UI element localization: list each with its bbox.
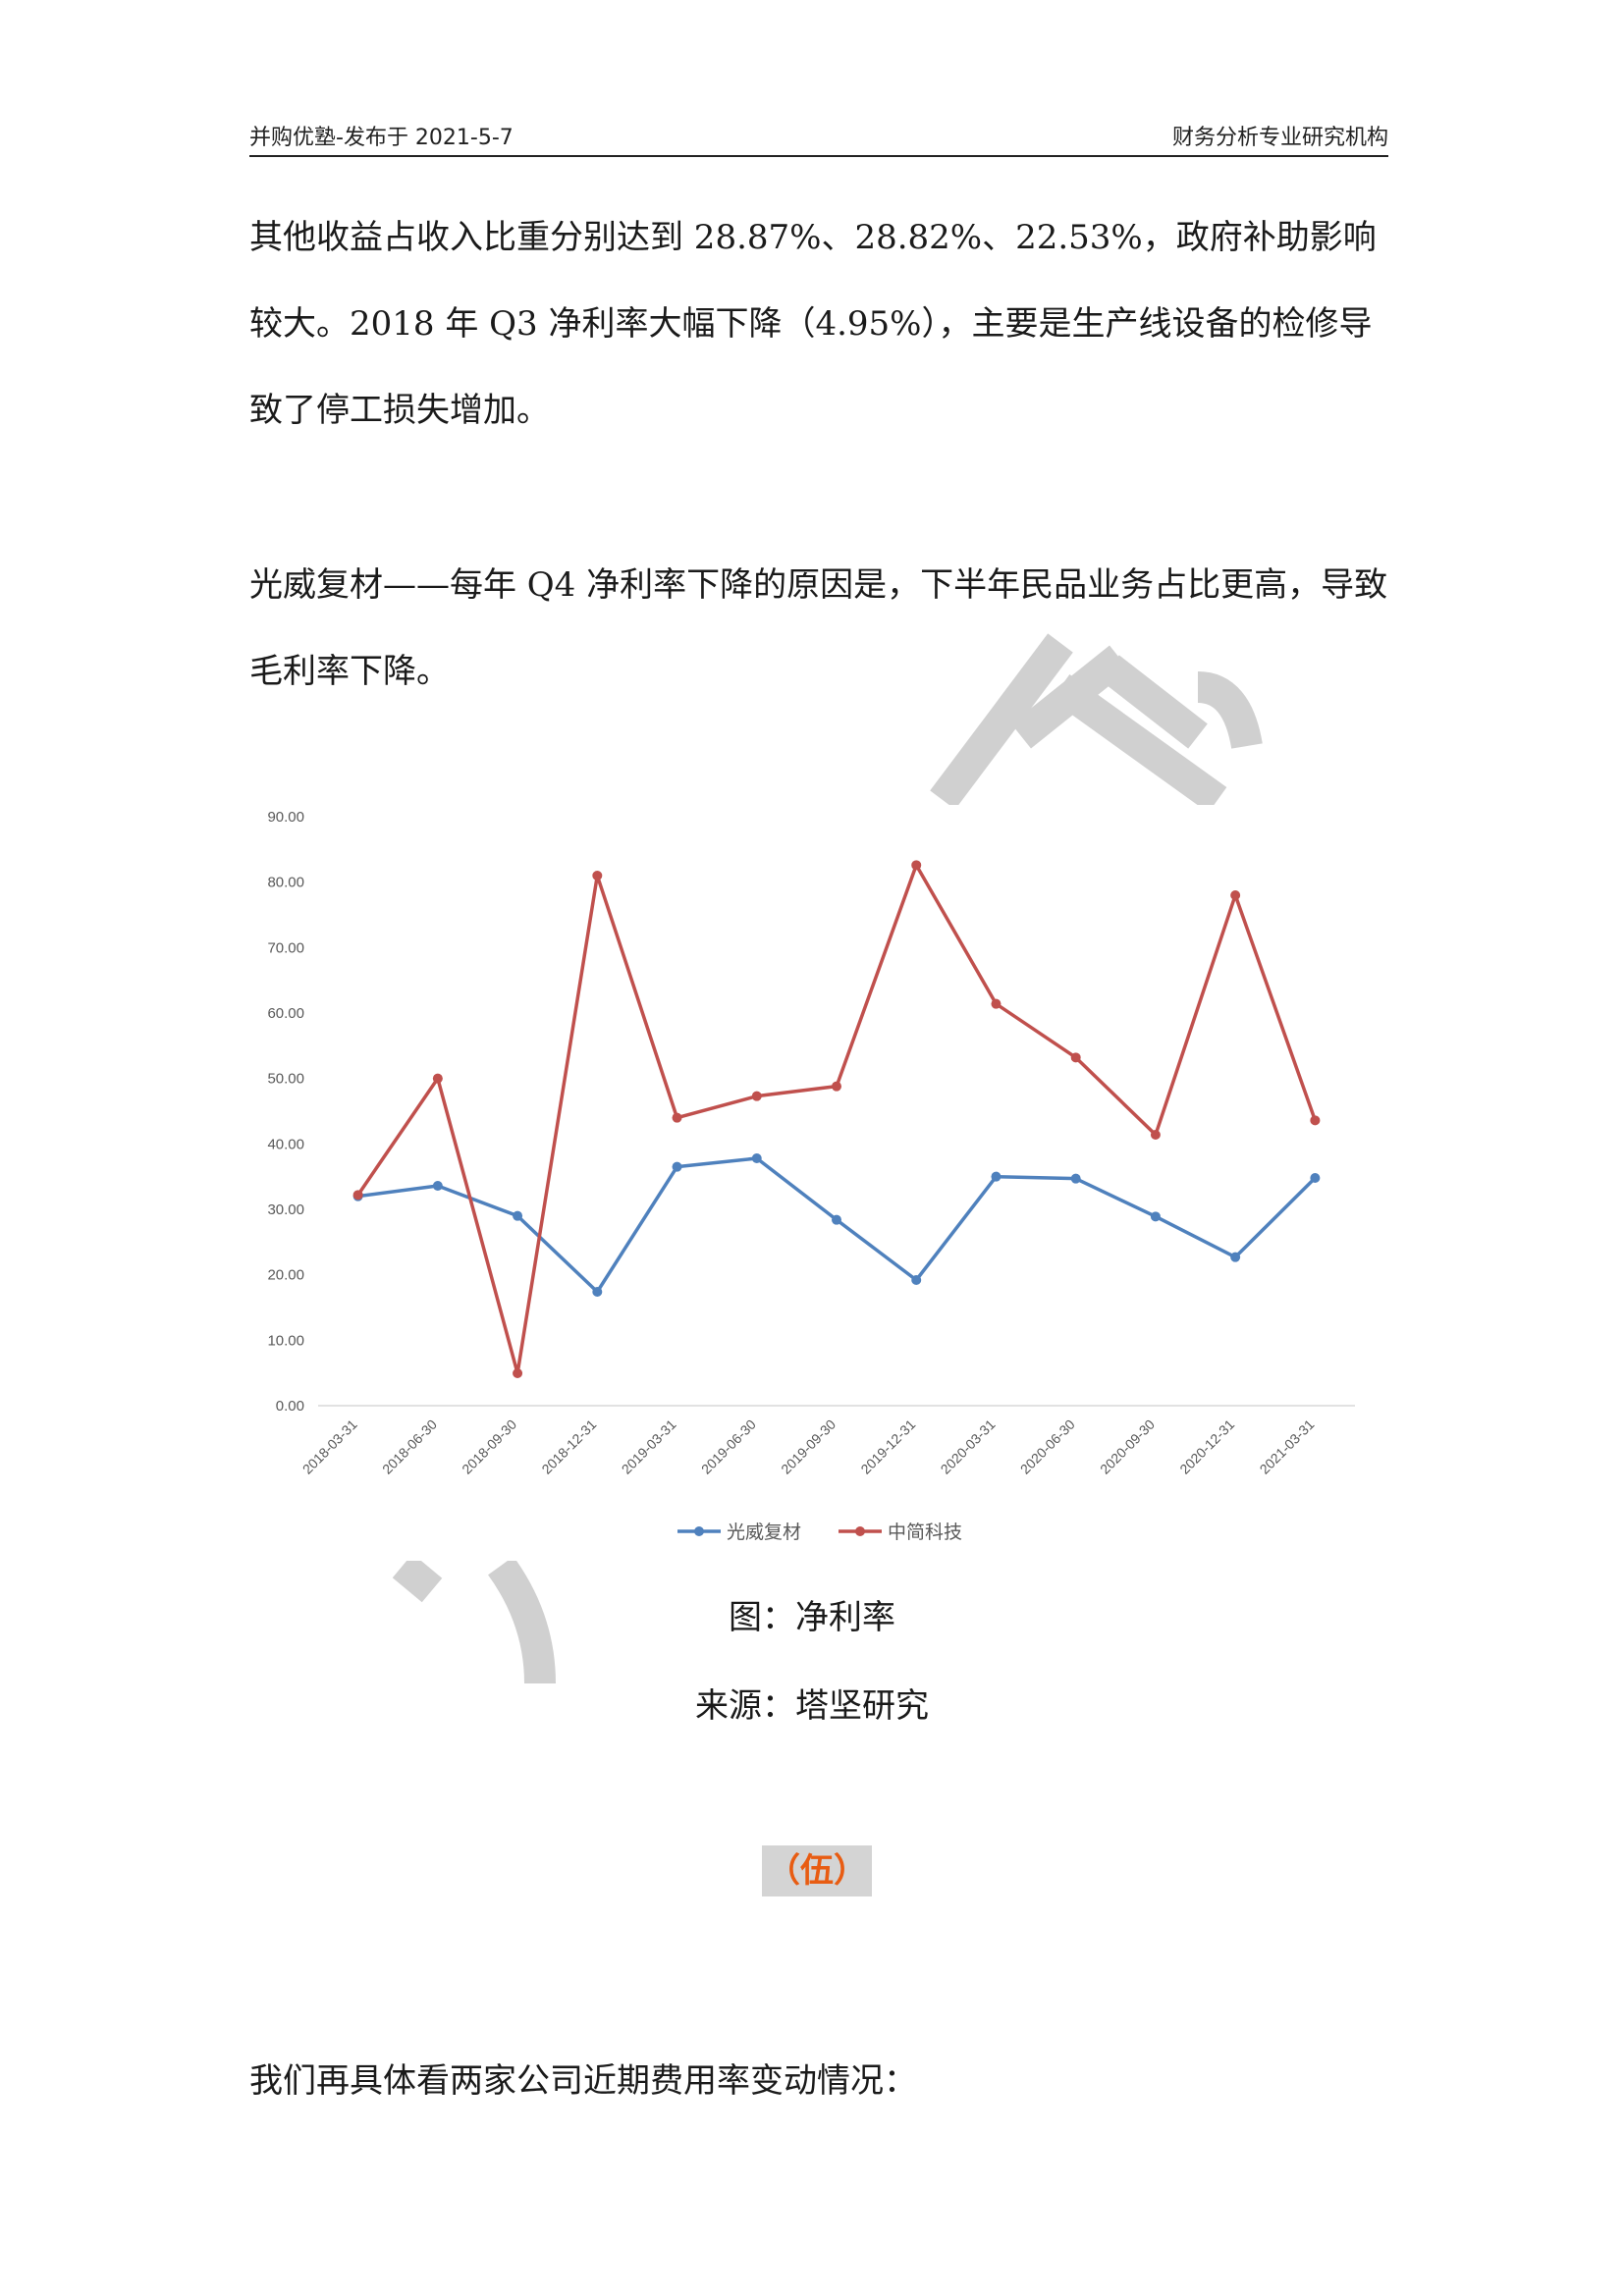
data-point-series-0: [1310, 1173, 1321, 1183]
data-point-series-0: [1150, 1211, 1161, 1222]
data-point-series-0: [513, 1210, 523, 1221]
data-point-series-0: [832, 1214, 841, 1225]
x-tick-label: 2019-09-30: [778, 1416, 839, 1477]
header-right-text: 财务分析专业研究机构: [1171, 126, 1388, 150]
y-tick-label: 20.00: [267, 1267, 304, 1284]
x-tick-label: 2021-03-31: [1257, 1416, 1318, 1477]
x-tick-label: 2018-06-30: [379, 1416, 440, 1477]
x-tick-label: 2019-12-31: [857, 1416, 918, 1477]
data-point-series-1: [1310, 1115, 1321, 1126]
y-tick-label: 0.00: [276, 1398, 304, 1415]
data-point-series-1: [1230, 890, 1241, 900]
x-tick-label: 2020-03-31: [938, 1416, 999, 1477]
data-point-series-0: [432, 1181, 443, 1191]
data-point-series-1: [352, 1190, 363, 1201]
series-line-0: [357, 1156, 1317, 1294]
x-tick-label: 2018-03-31: [299, 1416, 360, 1477]
data-point-series-0: [991, 1171, 1001, 1182]
y-tick-label: 70.00: [267, 939, 304, 956]
data-point-series-1: [1150, 1130, 1161, 1140]
x-tick-label: 2019-03-31: [619, 1416, 679, 1477]
x-tick-label: 2020-12-31: [1176, 1416, 1237, 1477]
data-point-series-1: [832, 1081, 841, 1092]
series-line-1: [356, 863, 1318, 1375]
paragraph-q4-explanation: 光威复材——每年 Q4 净利率下降的原因是，下半年民品业务占比更高，导致毛利率下…: [249, 565, 1388, 691]
figure-caption: 图：净利率: [729, 1598, 895, 1637]
line-chart-svg: 0.00 10.00 20.00 30.00 40.00 50.00 60.00 70.00 8…: [267, 809, 1355, 1543]
data-point-series-0: [592, 1287, 603, 1297]
x-tick-label: 2020-06-30: [1017, 1416, 1078, 1477]
data-point-series-1: [911, 860, 922, 871]
data-point-series-0: [751, 1153, 762, 1163]
header-left-text: 并购优塾-发布于 2021-5-7: [249, 126, 514, 150]
data-point-series-1: [672, 1112, 682, 1123]
x-tick-label: 2018-12-31: [538, 1416, 599, 1477]
data-point-series-0: [1070, 1173, 1081, 1184]
y-tick-label: 60.00: [267, 1005, 304, 1022]
y-tick-label: 40.00: [267, 1136, 304, 1152]
paragraph-expense-intro: 我们再具体看两家公司近期费用率变动情况：: [249, 2061, 917, 2101]
x-tick-label: 2019-06-30: [698, 1416, 759, 1477]
page-header: 并购优塾-发布于 2021-5-7 财务分析专业研究机构: [249, 116, 1388, 157]
net-margin-chart: 0.00 10.00 20.00 30.00 40.00 50.00 60.00 70.00 8…: [245, 785, 1384, 1571]
data-point-series-1: [592, 871, 603, 881]
legend-label-1: 中简科技: [888, 1522, 962, 1543]
data-point-series-0: [672, 1161, 682, 1172]
x-tick-label: 2018-09-30: [459, 1416, 519, 1477]
data-point-series-1: [432, 1073, 443, 1084]
section-marker: （伍）: [762, 1845, 872, 1896]
data-point-series-1: [991, 998, 1001, 1009]
data-point-series-1: [751, 1091, 762, 1101]
y-tick-label: 50.00: [267, 1071, 304, 1088]
y-tick-label: 90.00: [267, 809, 304, 826]
x-tick-label: 2020-09-30: [1097, 1416, 1158, 1477]
legend-label-0: 光威复材: [727, 1522, 801, 1543]
legend-marker-1: [855, 1526, 865, 1536]
data-point-series-1: [513, 1368, 523, 1378]
y-tick-label: 10.00: [267, 1332, 304, 1349]
paragraph-subsidy: 其他收益占收入比重分别达到 28.87%、28.82%、22.53%，政府补助影…: [249, 218, 1377, 430]
y-tick-label: 30.00: [267, 1201, 304, 1218]
data-point-series-0: [1230, 1252, 1241, 1262]
y-tick-label: 80.00: [267, 875, 304, 891]
data-point-series-1: [1070, 1052, 1081, 1063]
data-point-series-0: [911, 1275, 922, 1285]
legend-marker-0: [694, 1526, 704, 1536]
figure-source: 来源：塔坚研究: [695, 1686, 929, 1726]
